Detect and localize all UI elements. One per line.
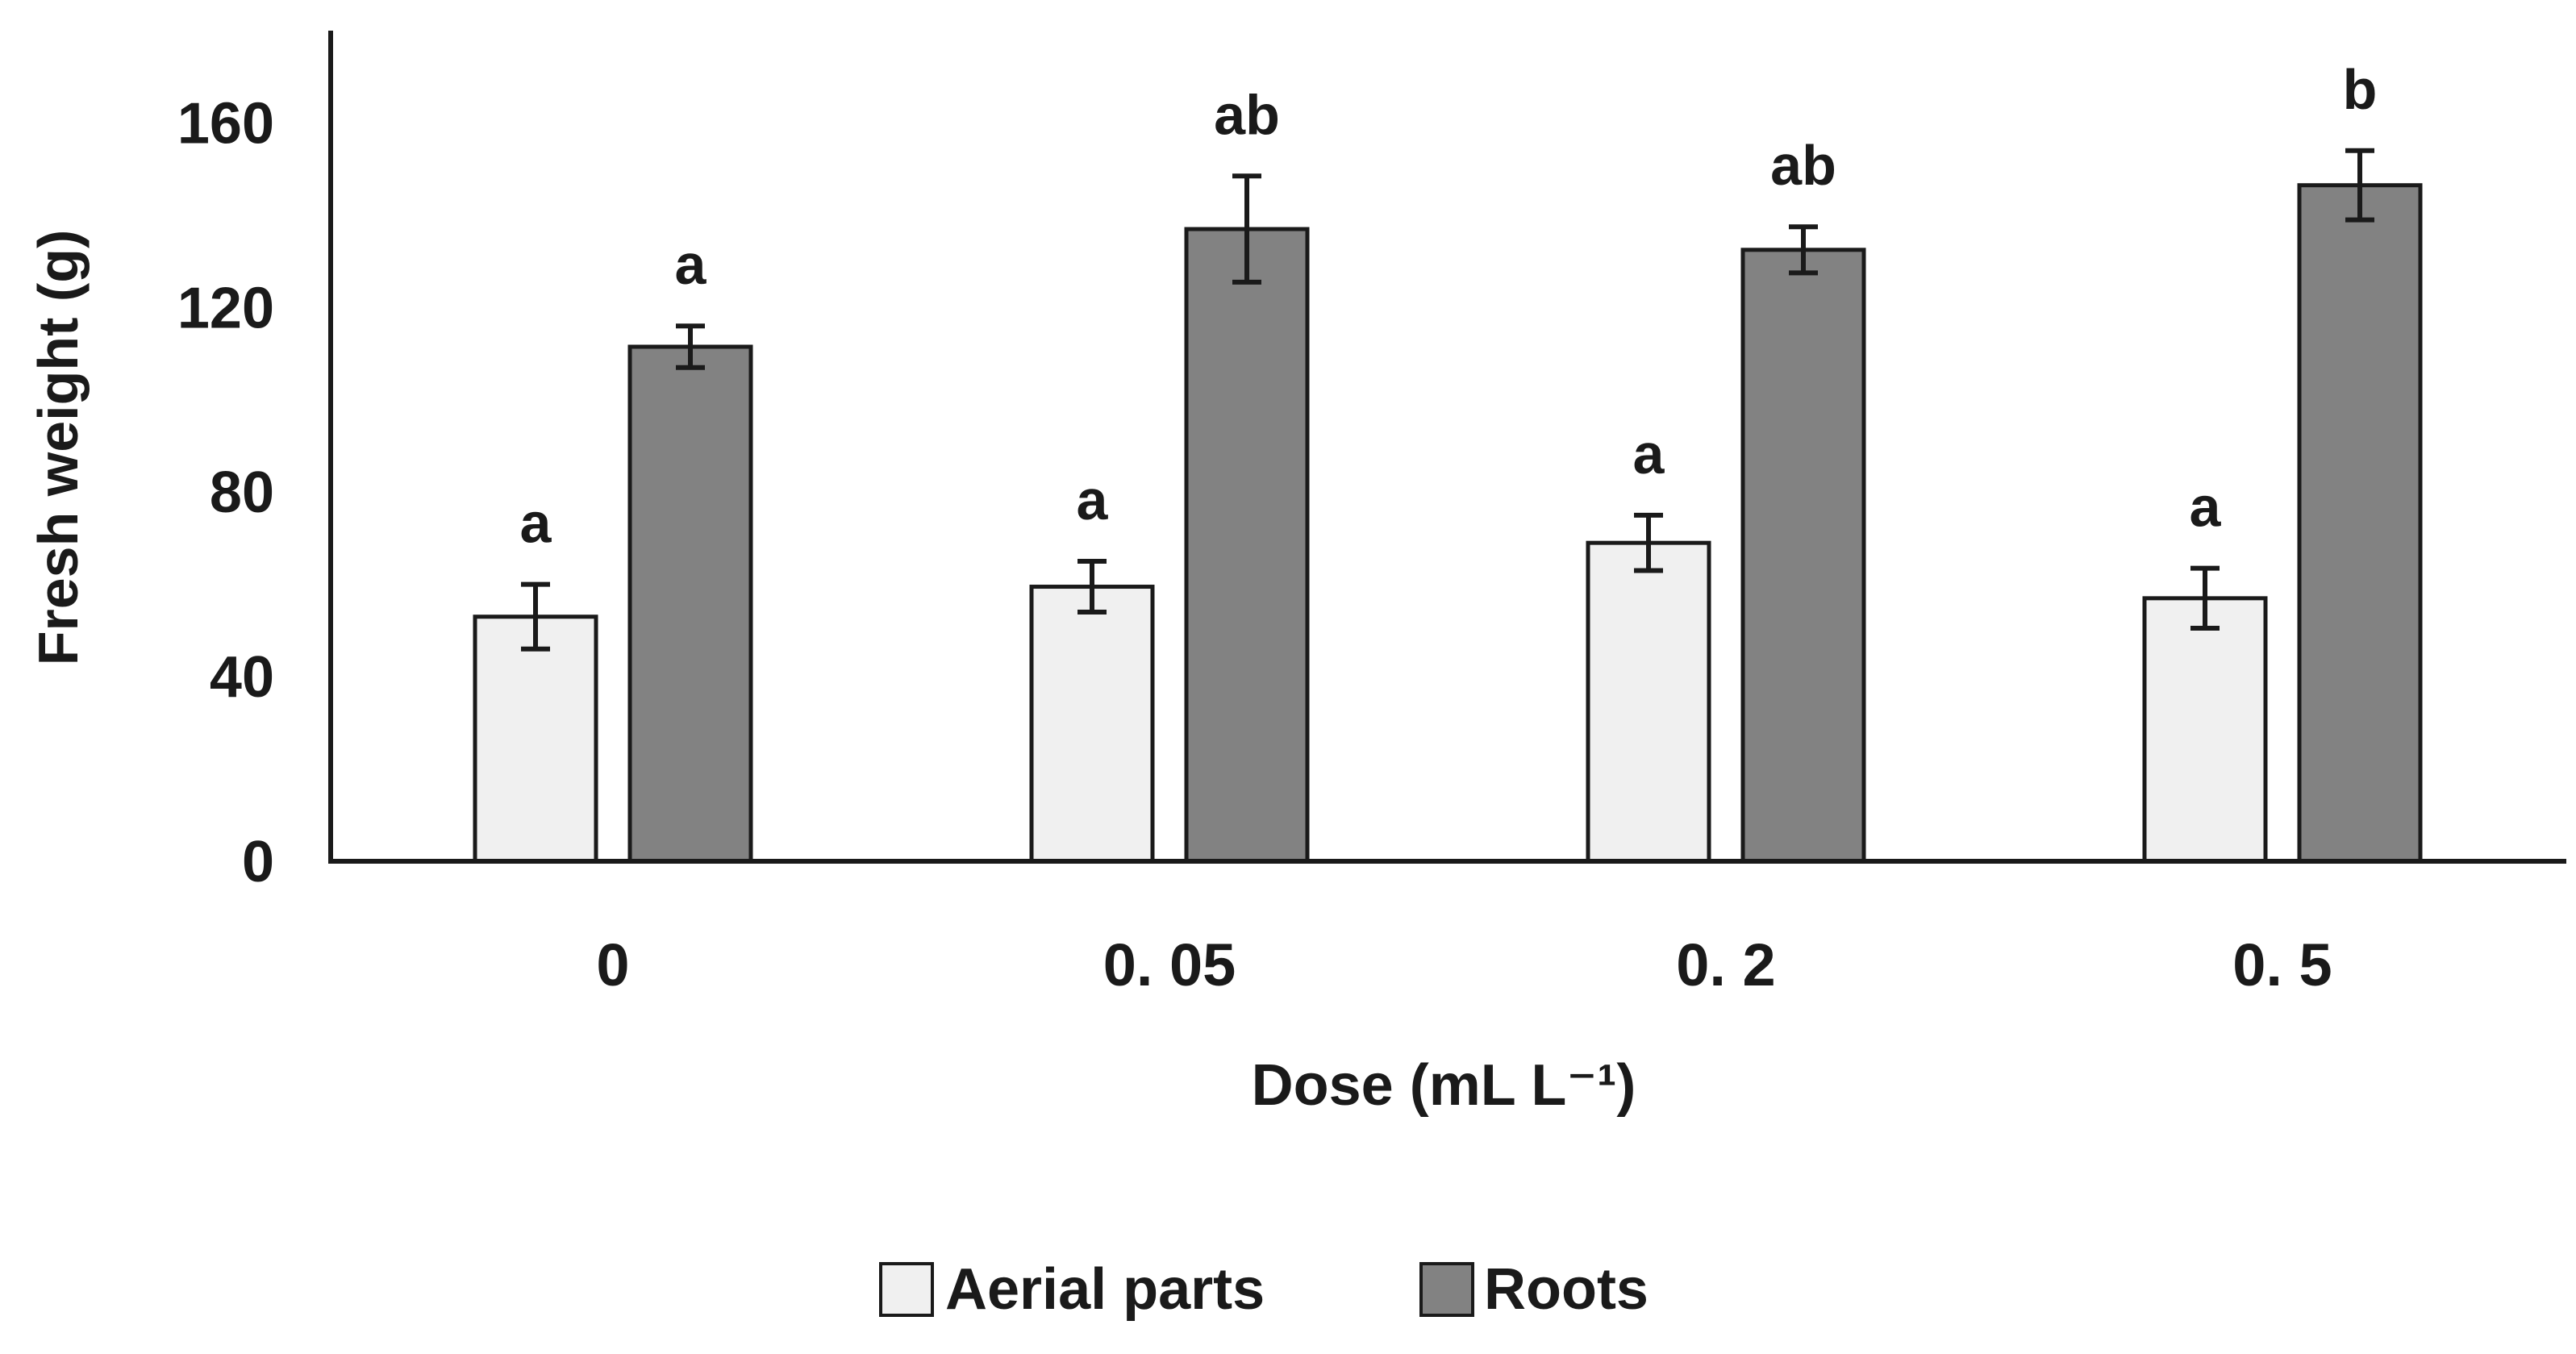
- bar-roots: [627, 344, 753, 864]
- axes-layer: [328, 31, 2566, 864]
- error-bar-roots: [1232, 173, 1261, 285]
- legend-label-aerial-parts: Aerial parts: [945, 1257, 1265, 1322]
- y-tick-label: 120: [177, 276, 274, 340]
- bar-aerial-parts: [2142, 596, 2268, 864]
- bar-aerial-parts: [1586, 540, 1711, 864]
- x-tick-label: 0. 5: [2232, 931, 2332, 998]
- significance-letters-layer: a a a a a ab ab b: [520, 58, 2378, 555]
- significance-letter-roots: ab: [1770, 134, 1836, 197]
- error-bar-aerial-parts: [1634, 512, 1663, 573]
- legend-label-roots: Roots: [1484, 1257, 1649, 1322]
- x-tick-label: 0. 2: [1676, 931, 1775, 998]
- legend: Aerial parts Roots: [879, 1257, 1649, 1322]
- x-axis-title: Dose (mL L⁻¹): [1252, 1053, 1636, 1118]
- bar-roots: [1740, 248, 1866, 864]
- significance-letter-roots: ab: [1214, 83, 1280, 146]
- error-bar-roots: [2345, 148, 2374, 223]
- bars-layer: [473, 183, 2423, 864]
- legend-swatch-roots: [1419, 1262, 1474, 1317]
- y-tick-label: 80: [210, 460, 274, 525]
- error-bar-aerial-parts: [1078, 559, 1107, 615]
- significance-letter-aerial-parts: a: [2190, 476, 2222, 539]
- y-tick-labels: 0 40 80 120 160: [177, 91, 274, 894]
- significance-letter-aerial-parts: a: [520, 492, 552, 555]
- bar-roots: [2297, 183, 2423, 864]
- significance-letter-roots: b: [2343, 58, 2378, 121]
- bar-roots: [1184, 227, 1310, 864]
- y-tick-label: 0: [242, 830, 274, 894]
- significance-letter-roots: a: [675, 233, 707, 296]
- error-bar-aerial-parts: [521, 581, 550, 652]
- error-bar-aerial-parts: [2190, 565, 2220, 631]
- error-bar-roots: [676, 323, 705, 370]
- y-tick-label: 160: [177, 91, 274, 156]
- x-tick-label: 0. 05: [1103, 931, 1236, 998]
- significance-letter-aerial-parts: a: [1633, 423, 1665, 485]
- bar-aerial-parts: [473, 615, 598, 864]
- x-tick-labels: 0 0. 05 0. 2 0. 5: [596, 931, 2332, 998]
- y-axis-title: Fresh weight (g): [27, 230, 90, 666]
- x-tick-label: 0: [596, 931, 629, 998]
- legend-swatch-aerial-parts: [879, 1262, 934, 1317]
- error-bars-layer: [521, 148, 2374, 652]
- significance-letter-aerial-parts: a: [1077, 469, 1109, 531]
- bar-aerial-parts: [1029, 585, 1155, 864]
- y-tick-label: 40: [210, 645, 274, 710]
- error-bar-roots: [1789, 224, 1818, 276]
